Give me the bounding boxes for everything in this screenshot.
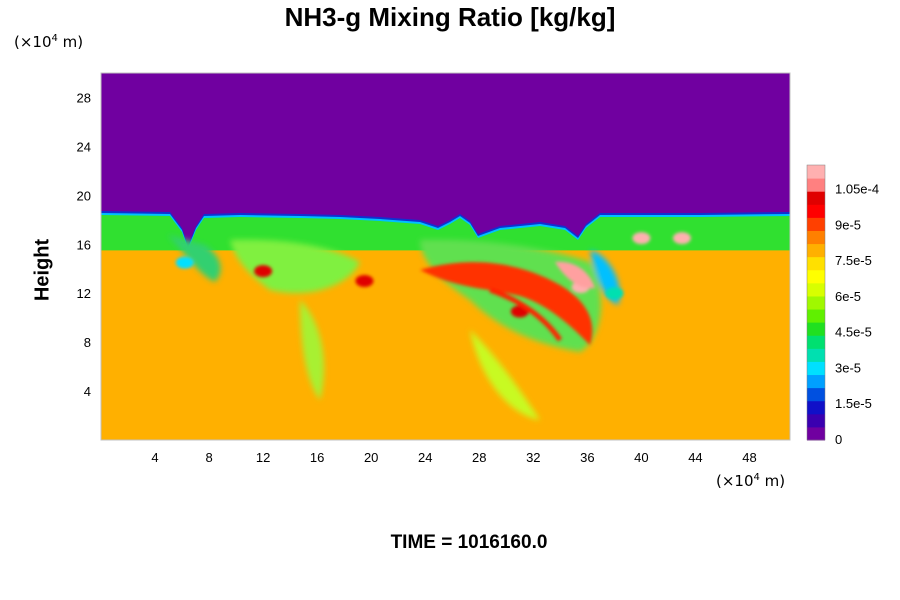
- x-tick-label: 20: [364, 450, 378, 465]
- time-label: TIME = 1016160.0: [390, 532, 548, 553]
- y-tick-label: 24: [77, 139, 91, 154]
- feature-point-2: [355, 274, 374, 287]
- colorbar-tick-label: 4.5e-5: [835, 325, 872, 340]
- x-tick-label: 4: [151, 450, 158, 465]
- colorbar-swatch: [807, 374, 825, 389]
- colorbar-tick-label: 1.05e-4: [835, 181, 879, 196]
- y-tick-label: 28: [77, 90, 91, 105]
- x-tick-label: 44: [688, 450, 702, 465]
- colorbar-swatch: [807, 348, 825, 362]
- x-tick-label: 28: [472, 450, 486, 465]
- colorbar-swatch: [807, 256, 825, 271]
- lower-region: [101, 250, 790, 440]
- x-tick-label: 12: [256, 450, 270, 465]
- x-tick-label: 8: [205, 450, 212, 465]
- feature-point-7: [672, 232, 691, 245]
- y-tick-label: 16: [77, 237, 91, 252]
- y-tick-label: 20: [77, 188, 91, 203]
- hotspots: [175, 232, 691, 345]
- y-axis: 4 8 12 16 20 24 28: [77, 90, 91, 399]
- colorbar-swatch: [807, 217, 825, 231]
- feature-point-6: [632, 232, 651, 245]
- colorbar-swatch: [807, 178, 825, 192]
- x-tick-label: 16: [310, 450, 324, 465]
- plume-blob-5: [470, 330, 540, 420]
- colorbar-swatch: [807, 282, 825, 297]
- colorbar-tick-label: 1.5e-5: [835, 396, 872, 411]
- colorbar-tick-label: 6e-5: [835, 289, 861, 304]
- colorbar-tick-label: 7.5e-5: [835, 253, 872, 268]
- x-tick-label: 24: [418, 450, 432, 465]
- colorbar-frame: [806, 164, 826, 441]
- y-axis-unit: (×104 m): [14, 33, 84, 51]
- x-tick-label: 48: [742, 450, 756, 465]
- colorbar-swatch: [807, 243, 825, 258]
- red-band-main: [420, 262, 593, 345]
- colorbar-swatch: [807, 335, 825, 349]
- plot-frame: [100, 72, 791, 441]
- colorbar: 0 1.5e-5 3e-5 4.5e-5 6e-5 7.5e-5 9e-5 1.05e-4: [806, 164, 879, 447]
- feature-point-1: [254, 265, 273, 278]
- colorbar-tick-label: 3e-5: [835, 360, 861, 375]
- feature-point-0: [175, 256, 194, 269]
- plume-blob-0: [168, 235, 221, 282]
- colorbar-swatch: [807, 426, 825, 441]
- colorbar-swatch: [807, 361, 825, 376]
- colorbar-swatch: [807, 269, 825, 284]
- y-tick-label: 4: [84, 384, 91, 399]
- colorbar-tick-label: 9e-5: [835, 217, 861, 232]
- pink-spot: [555, 261, 595, 289]
- colorbar-tick-label: 0: [835, 432, 842, 447]
- colorbar-swatch: [807, 204, 825, 218]
- y-tick-label: 8: [84, 335, 91, 350]
- colorbar-swatch: [807, 413, 825, 428]
- colorbar-swatch: [807, 322, 825, 336]
- colorbar-swatch: [807, 165, 825, 179]
- plume-blob-4: [300, 300, 324, 400]
- colorbar-swatch: [807, 400, 825, 415]
- x-axis-unit: (×104 m): [716, 472, 786, 490]
- x-tick-label: 36: [580, 450, 594, 465]
- colorbar-swatch: [807, 295, 825, 310]
- feature-point-5: [605, 287, 624, 300]
- colorbar-swatch: [807, 387, 825, 402]
- x-axis: 4 8 12 16 20 24 28 32 36 40 44 48: [151, 450, 756, 465]
- red-band-inner: [489, 287, 563, 342]
- chart-title: NH3-g Mixing Ratio [kg/kg]: [284, 2, 616, 32]
- x-tick-label: 40: [634, 450, 648, 465]
- plume-features: [168, 232, 691, 420]
- colorbar-swatch: [807, 230, 825, 245]
- colorbar-swatch: [807, 191, 825, 205]
- plume-blob-1: [230, 239, 360, 294]
- y-tick-label: 12: [77, 286, 91, 301]
- x-tick-label: 32: [526, 450, 540, 465]
- colorbar-swatch: [807, 309, 825, 323]
